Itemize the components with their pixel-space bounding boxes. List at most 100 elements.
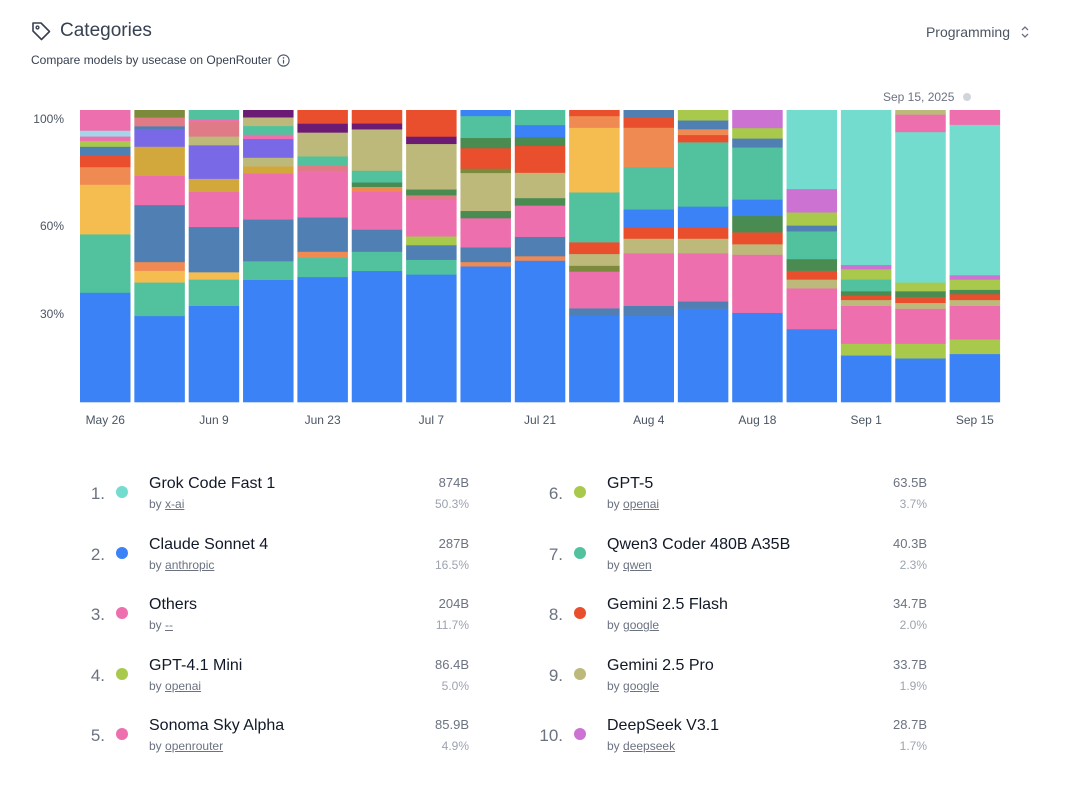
bar-segment[interactable] xyxy=(949,299,1001,306)
bar-segment[interactable] xyxy=(732,138,783,148)
bar-segment[interactable] xyxy=(569,115,620,128)
bar-segment[interactable] xyxy=(460,218,511,248)
bar-segment[interactable] xyxy=(514,124,566,138)
bar-segment[interactable] xyxy=(406,110,457,137)
info-icon[interactable] xyxy=(277,53,290,67)
bar-segment[interactable] xyxy=(406,244,457,260)
bar-segment[interactable] xyxy=(406,274,457,403)
bar-segment[interactable] xyxy=(786,279,838,289)
bar-segment[interactable] xyxy=(840,343,892,356)
bar-segment[interactable] xyxy=(134,204,185,263)
bar-segment[interactable] xyxy=(188,136,240,146)
bar-segment[interactable] xyxy=(297,251,348,258)
bar-segment[interactable] xyxy=(80,140,131,147)
bar-segment[interactable] xyxy=(460,115,511,139)
bar-segment[interactable] xyxy=(243,173,294,220)
bar-segment[interactable] xyxy=(134,117,185,127)
bar-segment[interactable] xyxy=(840,305,892,344)
bar-segment[interactable] xyxy=(840,355,892,403)
bar-segment[interactable] xyxy=(732,244,783,255)
bar-segment[interactable] xyxy=(134,261,185,271)
bar-segment[interactable] xyxy=(188,305,240,403)
legend-author-link[interactable]: openai xyxy=(165,678,202,693)
bar-segment[interactable] xyxy=(895,291,946,298)
bar-segment[interactable] xyxy=(569,127,620,193)
bar-segment[interactable] xyxy=(243,125,294,135)
bar-segment[interactable] xyxy=(677,226,729,239)
bar-segment[interactable] xyxy=(297,171,348,218)
bar-segment[interactable] xyxy=(297,257,348,278)
bar-segment[interactable] xyxy=(460,172,511,212)
bar-segment[interactable] xyxy=(623,117,675,128)
bar-segment[interactable] xyxy=(732,110,783,129)
bar-segment[interactable] xyxy=(949,353,1001,403)
bar-segment[interactable] xyxy=(351,123,403,130)
bar-segment[interactable] xyxy=(895,114,946,133)
bar-segment[interactable] xyxy=(677,253,729,302)
bar-segment[interactable] xyxy=(243,110,294,118)
legend-author-link[interactable]: google xyxy=(623,618,660,632)
bar-segment[interactable] xyxy=(243,157,294,167)
bar-segment[interactable] xyxy=(188,118,240,122)
bar-segment[interactable] xyxy=(406,259,457,275)
legend-author-link[interactable]: x-ai xyxy=(165,497,185,511)
bar-segment[interactable] xyxy=(677,308,729,403)
bar-segment[interactable] xyxy=(351,182,403,187)
bar-segment[interactable] xyxy=(677,134,729,143)
bar-segment[interactable] xyxy=(786,288,838,330)
bar-segment[interactable] xyxy=(949,339,1001,355)
bar-segment[interactable] xyxy=(840,299,892,306)
bar-segment[interactable] xyxy=(732,312,783,403)
bar-segment[interactable] xyxy=(188,110,240,120)
bar-segment[interactable] xyxy=(514,205,566,237)
bar-segment[interactable] xyxy=(786,188,838,213)
bar-segment[interactable] xyxy=(297,156,348,166)
bar-segment[interactable] xyxy=(895,308,946,344)
bar-segment[interactable] xyxy=(514,136,566,147)
bar-segment[interactable] xyxy=(786,270,838,280)
bar-segment[interactable] xyxy=(895,282,946,292)
bar-segment[interactable] xyxy=(243,138,294,158)
legend-item[interactable]: 2. Claude Sonnet 4 by anthropic 287B 16.5% xyxy=(75,531,485,575)
bar-segment[interactable] xyxy=(732,232,783,245)
bar-segment[interactable] xyxy=(243,279,294,403)
legend-item[interactable]: 6. GPT-5 by openai 63.5B 3.7% xyxy=(533,470,943,514)
bar-segment[interactable] xyxy=(188,279,240,306)
legend-author-link[interactable]: anthropic xyxy=(165,557,215,572)
bar-segment[interactable] xyxy=(406,199,457,237)
bar-segment[interactable] xyxy=(188,121,240,137)
bar-segment[interactable] xyxy=(677,301,729,309)
bar-segment[interactable] xyxy=(80,110,131,131)
bar-segment[interactable] xyxy=(569,242,620,255)
bar-segment[interactable] xyxy=(460,210,511,219)
bar-segment[interactable] xyxy=(351,270,403,403)
bar-segment[interactable] xyxy=(80,155,131,168)
bar-segment[interactable] xyxy=(949,305,1001,340)
legend-item[interactable]: 10. DeepSeek V3.1 by deepseek 28.7B 1.7% xyxy=(533,712,943,756)
bar-segment[interactable] xyxy=(80,292,131,403)
bar-segment[interactable] xyxy=(460,137,511,149)
bar-segment[interactable] xyxy=(514,145,566,173)
bar-segment[interactable] xyxy=(677,142,729,207)
bar-segment[interactable] xyxy=(514,197,566,206)
bar-segment[interactable] xyxy=(134,146,185,177)
bar-segment[interactable] xyxy=(460,247,511,263)
bar-segment[interactable] xyxy=(188,272,240,280)
bar-segment[interactable] xyxy=(732,199,783,217)
bar-segment[interactable] xyxy=(569,110,620,117)
bar-segment[interactable] xyxy=(80,130,131,137)
bar-segment[interactable] xyxy=(840,295,892,301)
bar-segment[interactable] xyxy=(569,253,620,266)
bar-segment[interactable] xyxy=(623,226,675,239)
legend-author-link[interactable]: google xyxy=(623,678,660,693)
bar-segment[interactable] xyxy=(623,127,675,168)
bar-segment[interactable] xyxy=(895,343,946,359)
bar-segment[interactable] xyxy=(786,110,838,190)
bar-segment[interactable] xyxy=(460,266,511,403)
bar-segment[interactable] xyxy=(623,110,675,118)
bar-segment[interactable] xyxy=(297,110,348,124)
bar-segment[interactable] xyxy=(732,254,783,313)
bar-segment[interactable] xyxy=(460,110,511,117)
bar-segment[interactable] xyxy=(297,123,348,133)
category-dropdown[interactable]: Programming xyxy=(926,24,1030,40)
